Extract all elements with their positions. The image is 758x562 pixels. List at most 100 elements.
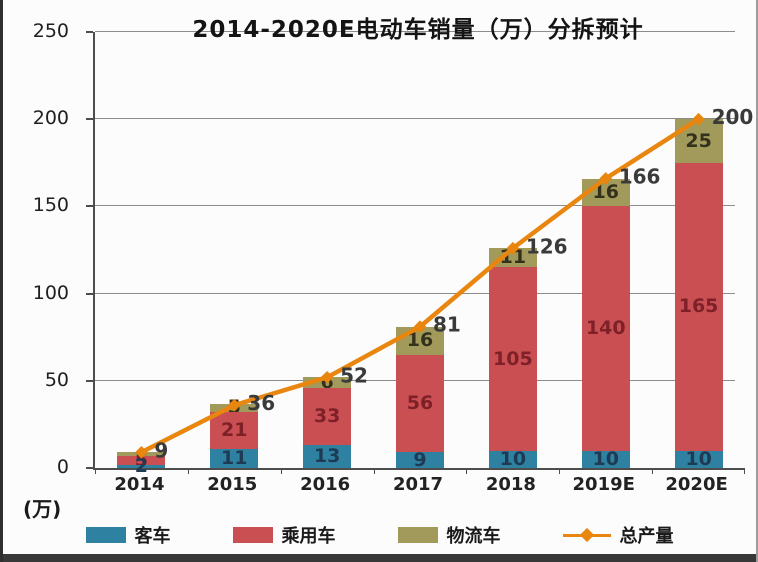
x-tick-mark — [466, 468, 468, 474]
bar-segment: 10 — [488, 447, 537, 470]
grid-line — [95, 31, 735, 32]
total-label: 126 — [526, 234, 568, 258]
y-tick-mark — [86, 292, 93, 295]
x-tick-mark — [280, 468, 282, 474]
segment-label: 2 — [134, 454, 149, 477]
x-tick-label: 2020E — [665, 474, 728, 495]
total-label: 81 — [433, 313, 461, 337]
bar-segment: 9 — [396, 448, 444, 471]
total-label: 52 — [340, 363, 368, 387]
bars-layer: 52521116331316569111051016140102516510 — [95, 32, 745, 475]
total-line — [139, 116, 701, 455]
legend-label: 物流车 — [446, 526, 501, 547]
x-tick-label: 2014 — [114, 474, 165, 495]
x-tick-label: 2015 — [207, 474, 258, 495]
segment-label: 140 — [585, 316, 626, 339]
total-line-svg: 9 36 52 81 126 166 200 — [135, 105, 753, 462]
total-label: 166 — [619, 164, 661, 188]
x-tick-mark — [95, 468, 96, 474]
segment-label: 9 — [413, 448, 427, 471]
segment-label: 16 — [592, 180, 619, 203]
bar-segment: 10 — [581, 447, 630, 470]
legend-label: 总产量 — [619, 526, 674, 547]
segment-label: 165 — [678, 295, 719, 318]
segment-label: 10 — [592, 447, 619, 470]
y-tick-label: 150 — [32, 194, 69, 217]
y-tick-mark — [86, 467, 93, 469]
bar-2017: 16 56 9 — [396, 326, 444, 471]
x-tick-mark — [187, 468, 189, 474]
y-tick-mark — [86, 205, 93, 208]
bar-slot: 25 165 10 — [652, 32, 745, 468]
bottom-border-strip — [3, 554, 756, 562]
legend-line-icon — [562, 527, 611, 543]
segment-label: 10 — [499, 447, 527, 470]
grid-line — [95, 118, 735, 120]
y-tick-label: 0 — [56, 456, 69, 478]
legend-item-乘用车: 乘用车 — [232, 522, 336, 548]
grid-line — [95, 205, 735, 207]
x-tick-label: 2016 — [300, 474, 351, 495]
segment-label: 11 — [221, 446, 248, 469]
legend-label: 乘用车 — [281, 526, 336, 547]
segment-label: 21 — [221, 419, 248, 442]
segment-label: 25 — [685, 129, 712, 152]
x-tick-mark — [652, 468, 654, 474]
bar-segment: 2 — [117, 456, 166, 475]
y-tick-label: 250 — [32, 20, 69, 42]
segment-label: 13 — [313, 445, 341, 468]
bar-2020E: 25 165 10 — [674, 119, 723, 470]
legend-line-diamond — [579, 527, 594, 543]
line-marker — [320, 370, 334, 384]
grid-line — [95, 292, 735, 294]
y-tick-label: 50 — [44, 368, 69, 391]
bar-slot: 16 56 9 — [374, 32, 467, 471]
bar-segment: 13 — [303, 445, 352, 468]
y-axis-unit-label: (万) — [23, 497, 62, 521]
y-tick-label: 100 — [32, 281, 69, 304]
legend-item-总产量: 总产量 — [562, 522, 674, 548]
legend-label: 客车 — [134, 526, 171, 547]
bar-segment: 21 — [210, 412, 259, 449]
segment-label: 10 — [685, 447, 712, 470]
x-tick-label: 2018 — [485, 474, 536, 495]
line-marker — [227, 398, 241, 412]
y-tick-label: 200 — [32, 107, 69, 130]
x-axis-labels: 2014 2015 2016 2017 2018 2019E 2020E — [93, 474, 743, 495]
legend: 客车 乘用车 物流车 总产量 — [3, 522, 756, 548]
bar-segment: 25 — [674, 119, 723, 163]
line-marker — [506, 241, 520, 255]
bar-segment: 105 — [488, 267, 537, 451]
bar-segment: 56 — [396, 354, 444, 453]
legend-item-客车: 客车 — [85, 522, 171, 548]
y-tick-mark — [86, 31, 93, 33]
total-label: 9 — [154, 438, 168, 462]
bar-segment: 10 — [674, 447, 723, 470]
legend-swatch-icon — [397, 527, 438, 543]
legend-item-物流车: 物流车 — [397, 522, 501, 548]
chart-title: 2014-2020E电动车销量（万）分拆预计 — [192, 17, 644, 43]
x-tick-mark — [559, 468, 561, 474]
x-tick-label: 2017 — [392, 474, 444, 495]
y-tick-mark — [86, 379, 93, 382]
x-tick-mark — [373, 468, 375, 474]
y-axis-labels: 0 50 100 150 200 250 — [3, 20, 85, 478]
y-tick-mark — [86, 118, 93, 121]
bar-segment: 33 — [303, 387, 352, 446]
segment-label: 33 — [313, 405, 341, 428]
legend-swatch-icon — [232, 527, 273, 543]
legend-swatch-icon — [85, 527, 126, 543]
bar-segment: 165 — [674, 162, 723, 451]
segment-label: 16 — [406, 329, 434, 352]
line-marker — [413, 320, 427, 334]
plot-area: 52521116331316569111051016140102516510 9… — [86, 31, 753, 475]
total-label: 36 — [247, 391, 275, 415]
total-label: 200 — [712, 105, 754, 129]
x-tick-mark — [744, 468, 745, 474]
bar-segment: 140 — [581, 206, 630, 451]
segment-label: 105 — [493, 347, 533, 370]
x-tick-label: 2019E — [572, 474, 635, 495]
segment-label: 56 — [406, 391, 434, 414]
bar-segment: 11 — [210, 446, 259, 469]
